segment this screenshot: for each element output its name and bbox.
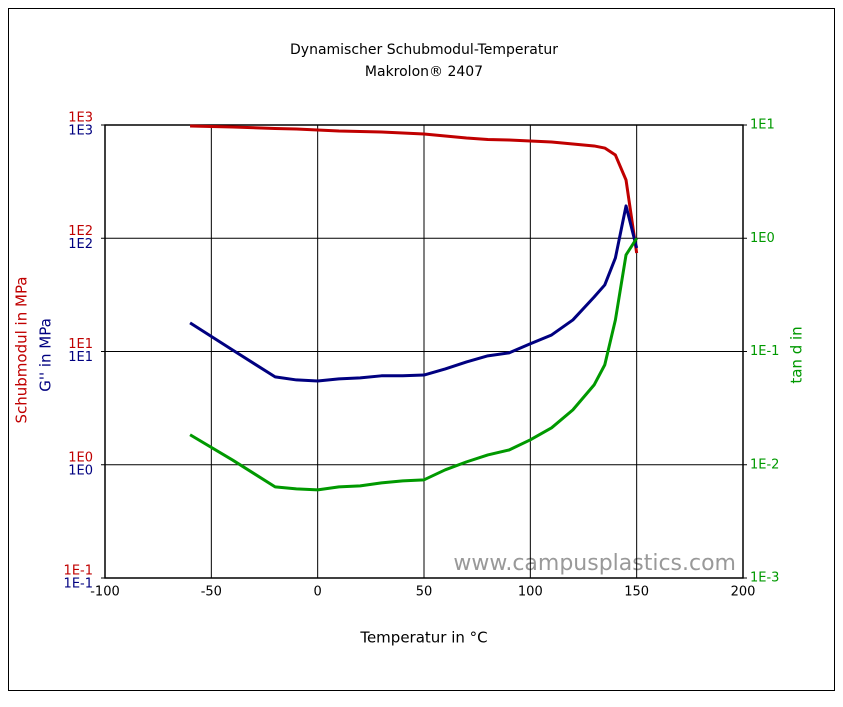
- frame: [8, 8, 835, 691]
- plot-frame: [104, 124, 744, 579]
- y-tick-label: 1E2: [68, 224, 93, 239]
- y-axis-label: G'' in MPa: [37, 318, 55, 392]
- y-tick-label: 1E2: [68, 237, 93, 252]
- x-tick-label: 200: [731, 585, 756, 600]
- series-line: [190, 124, 639, 254]
- series-line: [189, 204, 639, 383]
- y-tick-label: 1E-1: [64, 577, 93, 592]
- x-tick-label: -50: [201, 585, 222, 600]
- y-tick-label: 1E1: [68, 350, 93, 365]
- y-tick-label: 1E0: [68, 450, 93, 465]
- x-tick-label: 100: [518, 585, 543, 600]
- x-tick-label: 150: [624, 585, 649, 600]
- series-line: [189, 237, 638, 492]
- chart-title: Dynamischer Schubmodul-Temperatur: [290, 42, 558, 58]
- x-tick-label: -100: [90, 585, 120, 600]
- y2-tick-label: 1E-3: [750, 571, 779, 586]
- y-tick-label: 1E3: [68, 111, 93, 126]
- y-tick-label: 1E1: [68, 337, 93, 352]
- watermark: www.campusplastics.com: [453, 551, 736, 576]
- y2-tick-label: 1E0: [750, 231, 775, 246]
- y-axis-label: Schubmodul in MPa: [13, 276, 31, 423]
- x-tick-label: 0: [314, 585, 322, 600]
- y2-tick-label: 1E1: [750, 118, 775, 133]
- y2-tick-label: 1E-1: [750, 344, 779, 359]
- chart-subtitle: Makrolon® 2407: [365, 64, 483, 80]
- x-axis-label: Temperatur in °C: [359, 629, 487, 647]
- y-tick-label: 1E-1: [64, 564, 93, 579]
- y-tick-label: 1E3: [68, 124, 93, 139]
- x-tick-label: 50: [416, 585, 433, 600]
- y2-tick-label: 1E-2: [750, 457, 779, 472]
- y2-axis-label: tan d in: [788, 326, 806, 383]
- y-tick-label: 1E0: [68, 463, 93, 478]
